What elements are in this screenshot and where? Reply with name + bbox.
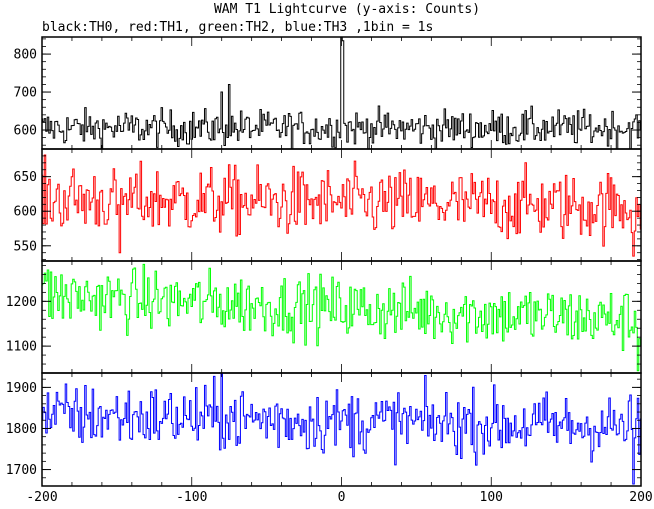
series-th0-line [41, 37, 642, 152]
panel-frame [42, 373, 641, 486]
x-tick-label: 100 [480, 490, 503, 505]
panel-frame [42, 149, 641, 261]
y-tick-label: 600 [14, 205, 37, 220]
y-tick-label: 800 [14, 48, 37, 63]
y-tick-label: 700 [14, 86, 37, 101]
y-tick-label: 1200 [6, 295, 37, 310]
panel-th1: 550 600 650 [14, 149, 642, 261]
x-tick-label: 0 [338, 490, 346, 505]
y-tick-label: 650 [14, 170, 37, 185]
series-th3-line [41, 373, 642, 484]
x-tick-label: 200 [629, 490, 652, 505]
series-th1-line [41, 155, 642, 256]
series-th2-line [41, 264, 642, 370]
y-tick-label: 550 [14, 239, 37, 254]
panel-frame [42, 37, 641, 149]
panel-frame [42, 261, 641, 373]
y-tick-label: 1100 [6, 340, 37, 355]
y-tick-label: 1800 [6, 422, 37, 437]
y-tick-label: 1900 [6, 381, 37, 396]
x-tick-label: -200 [26, 490, 57, 505]
panel-th2: 1100 1200 [6, 261, 642, 373]
x-axis: -200 -100 0 100 200 [26, 490, 652, 505]
y-tick-label: 1700 [6, 463, 37, 478]
panel-th0: 600 700 800 [14, 37, 642, 152]
y-tick-label: 600 [14, 124, 37, 139]
panels-layer: 600 700 800 550 600 650 1100 1200 1700 1800 1900 [6, 37, 642, 486]
panel-th3: 1700 1800 1900 [6, 373, 642, 486]
chart-title: WAM T1 Lightcurve (y-axis: Counts) [214, 2, 480, 17]
chart-subtitle: black:TH0, red:TH1, green:TH2, blue:TH3 … [42, 20, 433, 35]
x-tick-label: -100 [176, 490, 207, 505]
